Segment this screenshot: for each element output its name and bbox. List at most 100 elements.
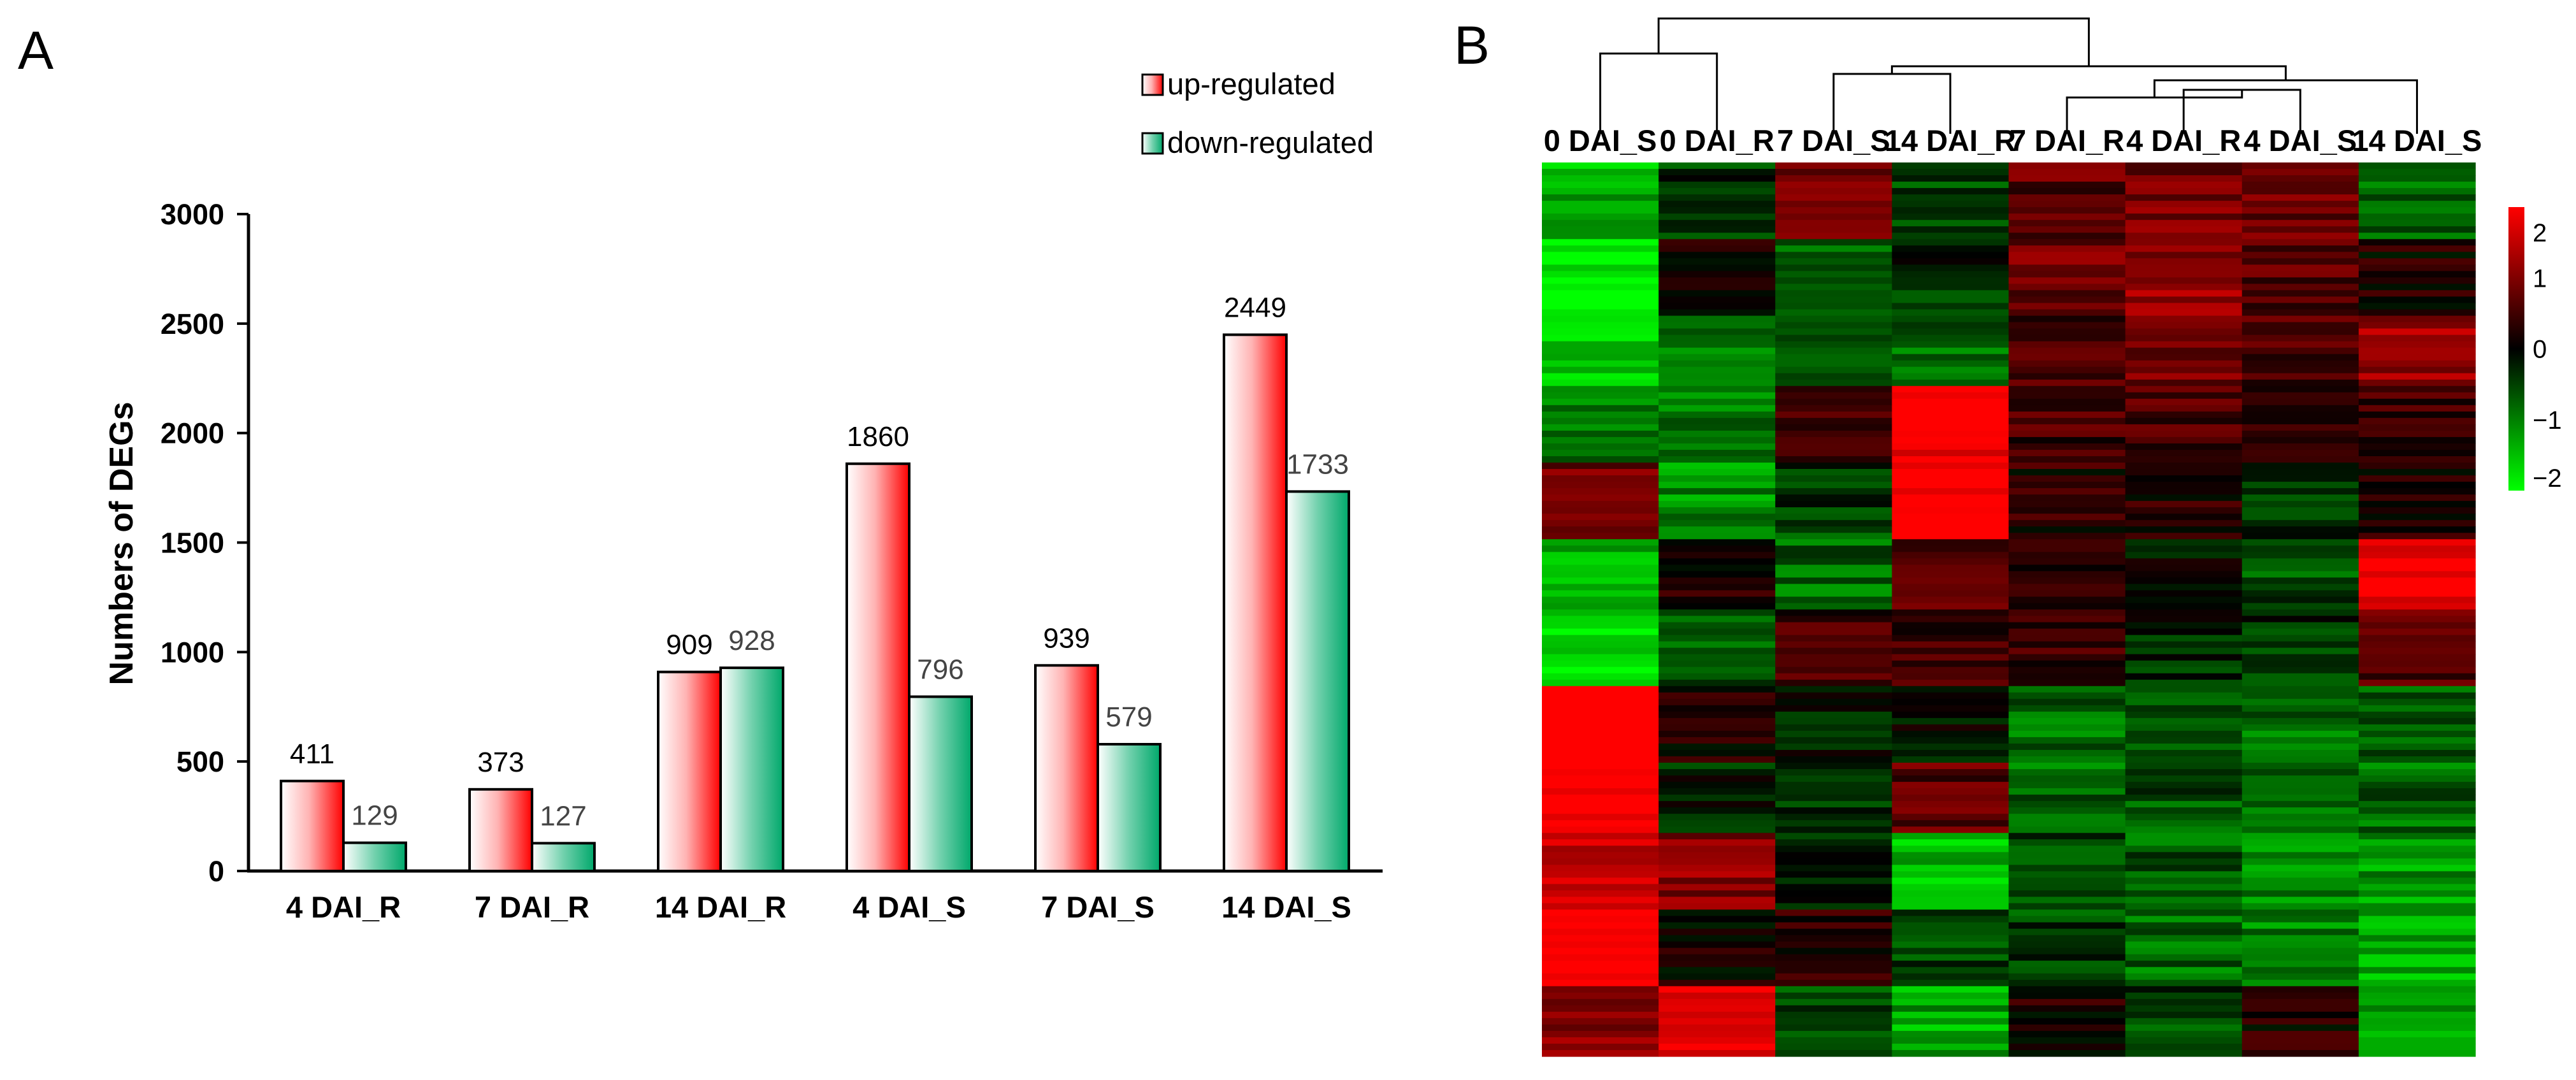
heatmap-cell bbox=[1659, 264, 1776, 271]
heatmap-cell bbox=[1892, 852, 2010, 859]
heatmap-cell bbox=[1542, 245, 1659, 252]
heatmap-cell bbox=[2358, 641, 2476, 649]
heatmap-cell bbox=[1775, 666, 1892, 674]
heatmap-cell bbox=[1775, 635, 1892, 642]
heatmap-cell bbox=[2241, 1018, 2359, 1025]
heatmap-cell bbox=[1892, 705, 2010, 712]
heatmap-cell bbox=[2125, 724, 2243, 731]
heatmap-cell bbox=[1659, 335, 1776, 342]
heatmap-cell bbox=[1659, 782, 1776, 789]
heatmap-cell bbox=[1542, 609, 1659, 617]
heatmap-cell bbox=[1542, 960, 1659, 968]
heatmap-cell bbox=[2241, 385, 2359, 393]
heatmap-cell bbox=[2358, 795, 2476, 802]
heatmap-cell bbox=[1542, 463, 1659, 470]
heatmap-cell bbox=[1659, 795, 1776, 802]
heatmap-cell bbox=[2241, 201, 2359, 208]
heatmap-cell bbox=[1542, 922, 1659, 930]
heatmap-cell bbox=[2241, 571, 2359, 578]
heatmap-cell bbox=[2008, 398, 2126, 406]
heatmap-cell bbox=[2358, 941, 2476, 949]
heatmap-cell bbox=[2241, 284, 2359, 291]
heatmap-cell bbox=[2241, 795, 2359, 802]
heatmap-cell bbox=[1542, 571, 1659, 578]
heatmap-cell bbox=[2241, 635, 2359, 642]
heatmap-cell bbox=[2241, 520, 2359, 527]
heatmap-cell bbox=[1892, 385, 2010, 393]
heatmap-cell bbox=[1775, 609, 1892, 617]
heatmap-cell bbox=[2125, 290, 2243, 298]
heatmap-cell bbox=[1542, 992, 1659, 1000]
heatmap-cell bbox=[1775, 411, 1892, 419]
heatmap-cell bbox=[2358, 258, 2476, 265]
heatmap-cell bbox=[2008, 967, 2126, 974]
heatmap-cell bbox=[1892, 366, 2010, 374]
heatmap-cell bbox=[2241, 482, 2359, 489]
heatmap-cell bbox=[2008, 169, 2126, 176]
heatmap-cell bbox=[2358, 207, 2476, 214]
heatmap-cell bbox=[2241, 692, 2359, 700]
heatmap-cell bbox=[1892, 743, 2010, 751]
heatmap-cell bbox=[2241, 660, 2359, 668]
legend: up-regulated down-regulated bbox=[1141, 67, 1374, 159]
heatmap-cell bbox=[1542, 896, 1659, 904]
heatmap-cell bbox=[1659, 488, 1776, 495]
heatmap-cell bbox=[1775, 973, 1892, 981]
heatmap-cell bbox=[2241, 852, 2359, 859]
heatmap-cell bbox=[1775, 795, 1892, 802]
heatmap-cell bbox=[1892, 654, 2010, 661]
heatmap-cell bbox=[2358, 769, 2476, 776]
heatmap-cell bbox=[1659, 839, 1776, 846]
heatmap-cell bbox=[2241, 449, 2359, 457]
heatmap-cell bbox=[2358, 449, 2476, 457]
heatmap-cell bbox=[1892, 903, 2010, 911]
heatmap-cell bbox=[1659, 277, 1776, 285]
bar-value-label: 796 bbox=[917, 654, 963, 685]
heatmap-cell bbox=[1775, 405, 1892, 412]
heatmap-cell bbox=[2008, 507, 2126, 514]
heatmap-cells bbox=[1542, 162, 2476, 1057]
heatmap-cell bbox=[2125, 233, 2243, 240]
heatmap-cell bbox=[2008, 922, 2126, 930]
heatmap-cell bbox=[2358, 871, 2476, 878]
heatmap-cell bbox=[2241, 749, 2359, 757]
heatmap-cell bbox=[1892, 775, 2010, 782]
heatmap-cell bbox=[1775, 271, 1892, 278]
heatmap-cell bbox=[2125, 571, 2243, 578]
heatmap-cell bbox=[1542, 865, 1659, 872]
heatmap-cell bbox=[2008, 979, 2126, 987]
heatmap-cell bbox=[1659, 162, 1776, 169]
heatmap-cell bbox=[1892, 1018, 2010, 1025]
heatmap-cell bbox=[2358, 846, 2476, 853]
heatmap-cell bbox=[2358, 220, 2476, 227]
heatmap-cell bbox=[2008, 775, 2126, 782]
heatmap-cell bbox=[1542, 686, 1659, 693]
heatmap-cell bbox=[2358, 833, 2476, 840]
x-category-label: 4 DAI_S bbox=[853, 890, 966, 924]
heatmap-cell bbox=[1542, 698, 1659, 706]
heatmap-cell bbox=[1659, 826, 1776, 833]
heatmap-cell bbox=[2241, 730, 2359, 738]
heatmap-cell bbox=[1892, 335, 2010, 342]
heatmap-cell bbox=[1659, 475, 1776, 482]
heatmap-cell bbox=[2125, 903, 2243, 911]
heatmap-cell bbox=[2358, 424, 2476, 431]
heatmap-cell bbox=[1892, 436, 2010, 444]
heatmap-cell bbox=[1659, 820, 1776, 827]
heatmap-cell bbox=[1659, 858, 1776, 865]
heatmap-cell bbox=[2241, 507, 2359, 514]
heatmap-cell bbox=[2125, 922, 2243, 930]
heatmap-cell bbox=[2008, 405, 2126, 412]
heatmap-cell bbox=[1775, 871, 1892, 878]
column-dendrogram bbox=[1599, 17, 2418, 134]
heatmap-cell bbox=[1659, 679, 1776, 687]
heatmap-cell bbox=[2241, 398, 2359, 406]
heatmap-cell bbox=[2125, 449, 2243, 457]
heatmap-cell bbox=[2358, 296, 2476, 304]
heatmap-cell bbox=[2358, 909, 2476, 917]
heatmap-cell bbox=[2358, 698, 2476, 706]
heatmap-cell bbox=[1659, 322, 1776, 329]
colorbar-ticks: 2 1 0 −1 −2 bbox=[2533, 219, 2562, 493]
heatmap-cell bbox=[2125, 769, 2243, 776]
heatmap-cell bbox=[2008, 226, 2126, 233]
